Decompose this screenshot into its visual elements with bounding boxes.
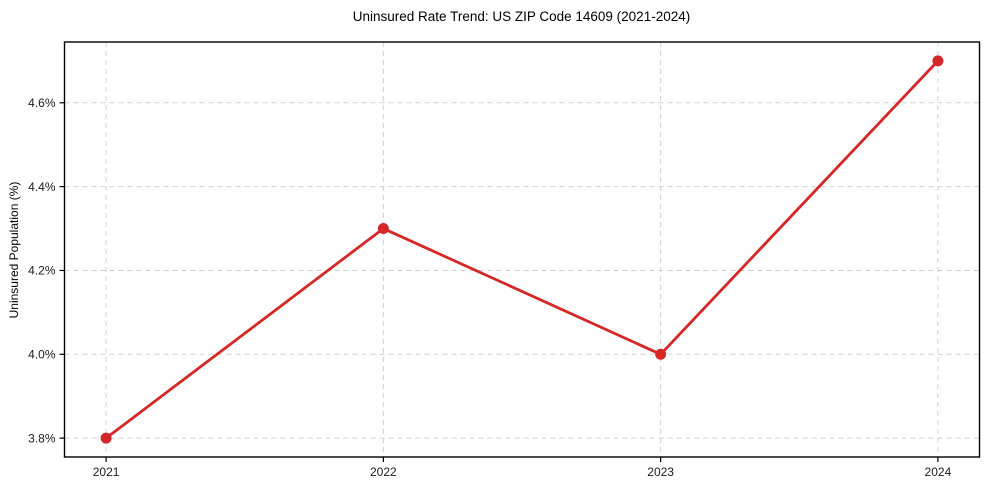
y-tick-label: 4.6% xyxy=(28,96,56,110)
data-point xyxy=(100,432,112,444)
plot-area xyxy=(64,42,980,457)
data-point xyxy=(932,55,944,67)
y-tick-label: 4.4% xyxy=(28,180,56,194)
x-tick-label: 2024 xyxy=(925,465,952,479)
data-point xyxy=(655,348,667,360)
x-tick-label: 2023 xyxy=(647,465,674,479)
x-tick-label: 2021 xyxy=(93,465,120,479)
y-tick-label: 4.0% xyxy=(28,347,56,361)
y-axis-label: Uninsured Population (%) xyxy=(7,181,21,319)
chart-title: Uninsured Rate Trend: US ZIP Code 14609 … xyxy=(352,9,691,24)
y-tick-label: 3.8% xyxy=(28,431,56,445)
data-point xyxy=(377,223,389,235)
plot-border xyxy=(63,41,981,458)
x-tick-label: 2022 xyxy=(370,465,397,479)
y-tick-label: 4.2% xyxy=(28,264,56,278)
trend-line xyxy=(104,59,940,440)
